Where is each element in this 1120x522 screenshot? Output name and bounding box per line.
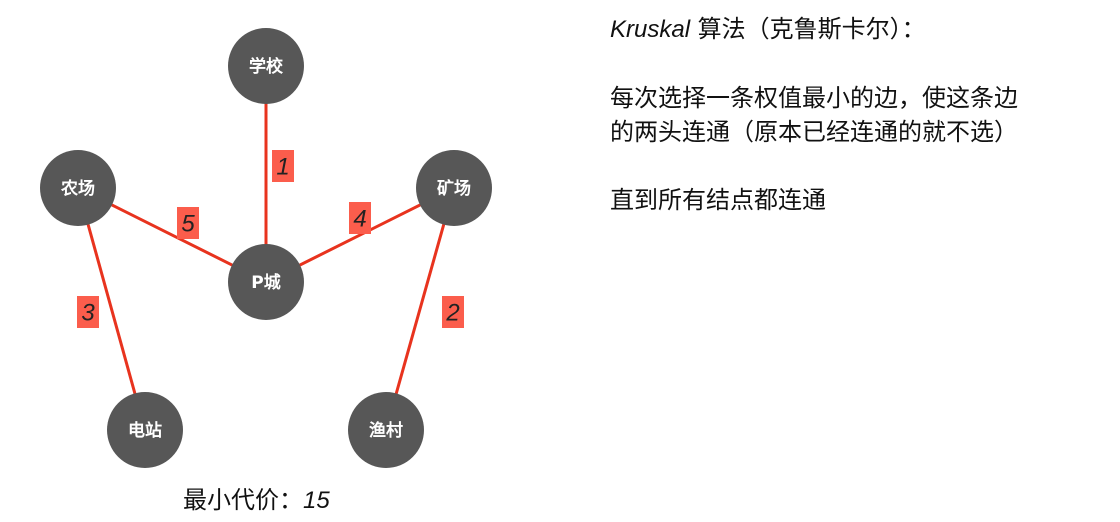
algorithm-title-zh: 算法（克鲁斯卡尔）：: [690, 15, 926, 43]
algorithm-title: Kruskal 算法（克鲁斯卡尔）：: [610, 12, 1070, 47]
edge-farm-power: [76, 187, 147, 431]
node-label: 渔村: [369, 420, 403, 441]
edge-weight-label: 2: [445, 300, 459, 327]
edge-weight-box: [442, 296, 464, 328]
edge-weight-box: [349, 202, 371, 234]
edge-weight-label: 4: [353, 206, 366, 233]
edge-weight-box: [177, 207, 199, 239]
edge-weight-label: 3: [81, 300, 95, 327]
node-farm: 农场: [40, 150, 116, 226]
edge-weight-label: 1: [276, 154, 289, 181]
node-label: 矿场: [437, 178, 471, 199]
node-circle: [40, 150, 116, 226]
edge-weight-mine-city: 4: [349, 202, 371, 234]
node-mine: 矿场: [416, 150, 492, 226]
edge-mine-village: [384, 187, 456, 431]
edge-weight-farm-city: 5: [177, 207, 199, 239]
node-label: 农场: [60, 178, 95, 199]
minimum-cost-value: 15: [303, 487, 330, 514]
edge-weight-mine-village: 2: [442, 296, 464, 328]
edge-weight-label: 5: [181, 211, 195, 238]
weights-layer: 1 2 3 4 5: [77, 150, 464, 328]
algorithm-title-en: Kruskal: [610, 16, 691, 43]
node-circle: [348, 392, 424, 468]
node-city: P城: [228, 244, 304, 320]
minimum-cost-label: 最小代价：: [183, 486, 303, 514]
algorithm-step-text: 每次选择一条权值最小的边，使这条边的两头连通（原本已经连通的就不选）: [610, 84, 1018, 146]
node-circle: [228, 28, 304, 104]
edge-weight-box: [77, 296, 99, 328]
node-school: 学校: [228, 28, 304, 104]
edge-weight-school-city: 1: [272, 150, 294, 182]
node-power: 电站: [107, 392, 183, 468]
minimum-cost: 最小代价：15: [183, 480, 330, 515]
edge-weight-box: [272, 150, 294, 182]
node-label: 电站: [128, 420, 162, 441]
node-label: P城: [251, 273, 280, 293]
node-circle: [228, 244, 304, 320]
node-circle: [107, 392, 183, 468]
edge-weight-farm-power: 3: [77, 296, 99, 328]
node-label: 学校: [249, 56, 284, 77]
algorithm-description: Kruskal 算法（克鲁斯卡尔）： 每次选择一条权值最小的边，使这条边的两头连…: [610, 12, 1070, 251]
algorithm-end-text: 直到所有结点都连通: [610, 186, 826, 214]
node-circle: [416, 150, 492, 226]
node-village: 渔村: [348, 392, 424, 468]
